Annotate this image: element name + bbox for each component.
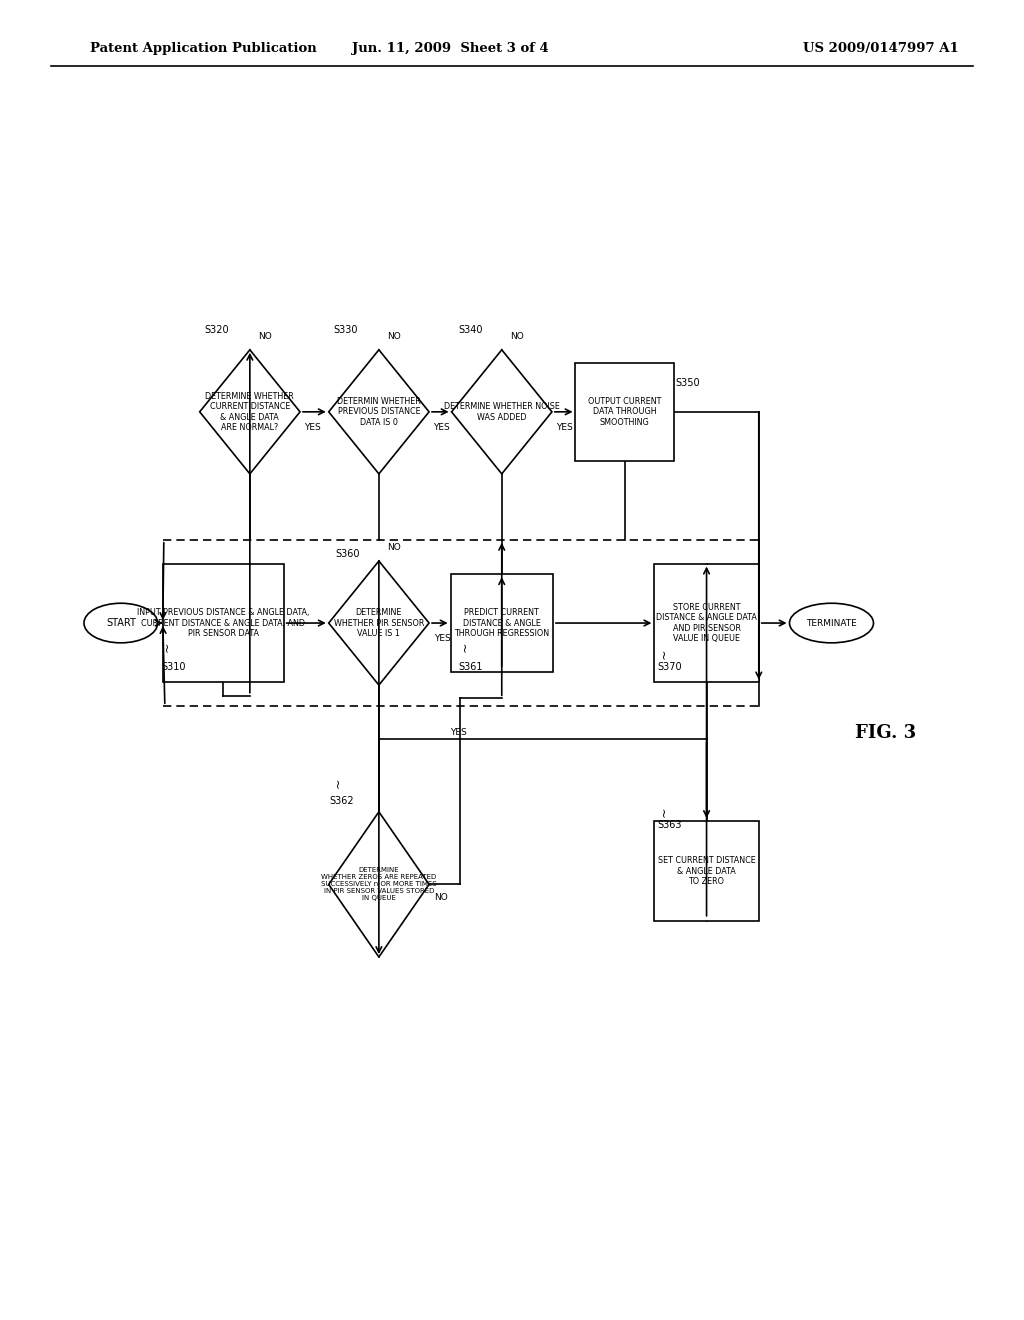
Text: ~: ~: [657, 807, 670, 817]
Text: Jun. 11, 2009  Sheet 3 of 4: Jun. 11, 2009 Sheet 3 of 4: [352, 42, 549, 55]
Text: S360: S360: [336, 549, 360, 560]
Polygon shape: [200, 350, 300, 474]
Text: US 2009/0147997 A1: US 2009/0147997 A1: [803, 42, 958, 55]
Text: DETERMINE WHETHER NOISE
WAS ADDED: DETERMINE WHETHER NOISE WAS ADDED: [443, 403, 560, 421]
FancyBboxPatch shape: [163, 564, 284, 682]
Text: YES: YES: [451, 729, 467, 737]
Text: NO: NO: [434, 894, 447, 902]
Text: S310: S310: [162, 661, 186, 672]
Text: YES: YES: [556, 424, 572, 432]
Text: NO: NO: [510, 333, 523, 341]
Text: YES: YES: [304, 424, 321, 432]
Text: PREDICT CURRENT
DISTANCE & ANGLE
THROUGH REGRESSION: PREDICT CURRENT DISTANCE & ANGLE THROUGH…: [455, 609, 549, 638]
Text: DETERMINE WHETHER
CURRENT DISTANCE
& ANGLE DATA
ARE NORMAL?: DETERMINE WHETHER CURRENT DISTANCE & ANG…: [206, 392, 294, 432]
Text: START: START: [105, 618, 136, 628]
Text: ~: ~: [161, 642, 173, 652]
Text: S361: S361: [459, 661, 483, 672]
Text: DETERMINE
WHETHER ZEROS ARE REPEATED
SUCCESSIVELY n OR MORE TIMES
IN PIR SENSOR : DETERMINE WHETHER ZEROS ARE REPEATED SUC…: [322, 867, 436, 902]
FancyBboxPatch shape: [575, 363, 674, 461]
FancyBboxPatch shape: [654, 564, 759, 682]
Text: S340: S340: [459, 325, 483, 335]
Text: STORE CURRENT
DISTANCE & ANGLE DATA
AND PIR SENSOR
VALUE IN QUEUE: STORE CURRENT DISTANCE & ANGLE DATA AND …: [656, 603, 757, 643]
FancyBboxPatch shape: [451, 574, 553, 672]
Text: S370: S370: [657, 661, 682, 672]
Text: S320: S320: [205, 325, 229, 335]
Text: SET CURRENT DISTANCE
& ANGLE DATA
TO ZERO: SET CURRENT DISTANCE & ANGLE DATA TO ZER…: [657, 857, 756, 886]
Text: S362: S362: [330, 796, 354, 807]
FancyBboxPatch shape: [654, 821, 759, 921]
Polygon shape: [329, 561, 429, 685]
Text: S330: S330: [334, 325, 358, 335]
Text: NO: NO: [387, 544, 400, 552]
Text: DETERMIN WHETHER
PREVIOUS DISTANCE
DATA IS 0: DETERMIN WHETHER PREVIOUS DISTANCE DATA …: [337, 397, 421, 426]
Text: INPUT PREVIOUS DISTANCE & ANGLE DATA,
CURRENT DISTANCE & ANGLE DATA, AND
PIR SEN: INPUT PREVIOUS DISTANCE & ANGLE DATA, CU…: [137, 609, 309, 638]
Text: ~: ~: [657, 648, 670, 659]
Polygon shape: [329, 350, 429, 474]
Text: S363: S363: [657, 820, 682, 830]
Text: ~: ~: [332, 777, 344, 788]
Ellipse shape: [84, 603, 158, 643]
Text: S350: S350: [676, 378, 700, 388]
Text: DETERMINE
WHETHER PIR SENSOR
VALUE IS 1: DETERMINE WHETHER PIR SENSOR VALUE IS 1: [334, 609, 424, 638]
Polygon shape: [452, 350, 552, 474]
Text: YES: YES: [433, 424, 450, 432]
Text: NO: NO: [387, 333, 400, 341]
Text: Patent Application Publication: Patent Application Publication: [90, 42, 316, 55]
Ellipse shape: [790, 603, 873, 643]
Text: ~: ~: [459, 642, 471, 652]
Text: NO: NO: [258, 333, 271, 341]
Text: OUTPUT CURRENT
DATA THROUGH
SMOOTHING: OUTPUT CURRENT DATA THROUGH SMOOTHING: [588, 397, 662, 426]
Polygon shape: [329, 812, 429, 957]
Text: TERMINATE: TERMINATE: [806, 619, 857, 627]
Text: FIG. 3: FIG. 3: [855, 723, 916, 742]
Text: YES: YES: [434, 635, 451, 643]
